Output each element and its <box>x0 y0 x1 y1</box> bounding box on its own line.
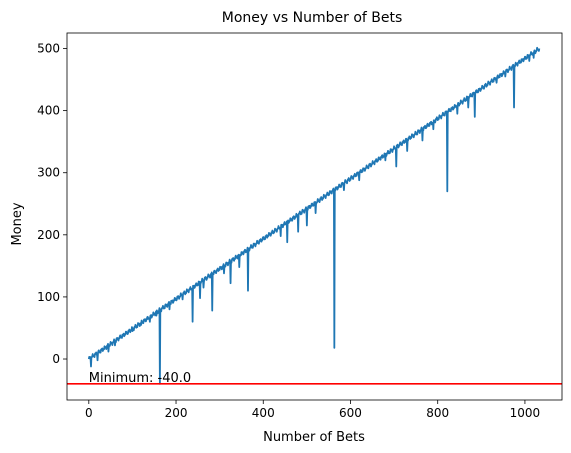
y-tick-label: 100 <box>37 290 60 304</box>
x-tick-label: 800 <box>426 406 449 420</box>
x-tick-label: 200 <box>165 406 188 420</box>
x-tick-label: 1000 <box>510 406 541 420</box>
axes-layer: 0 200 400 600 800 1000 0 100 200 300 400 500 <box>37 32 563 420</box>
y-axis-label: Money <box>10 202 25 245</box>
chart-title: Money vs Number of Bets <box>222 10 403 26</box>
x-axis-label: Number of Bets <box>263 430 365 445</box>
minimum-annotation: Minimum: -40.0 <box>89 371 191 386</box>
plot-clipped <box>67 46 562 385</box>
y-tick-label: 300 <box>37 166 60 180</box>
y-tick-label: 0 <box>52 352 60 366</box>
axes-frame <box>66 32 563 401</box>
y-tick-label: 500 <box>37 42 60 56</box>
x-tick-label: 0 <box>85 406 93 420</box>
y-tick-label: 400 <box>37 104 60 118</box>
plot-content: Minimum: -40.0 <box>67 46 562 386</box>
x-tick-label: 600 <box>339 406 362 420</box>
x-tick-label: 400 <box>252 406 275 420</box>
y-tick-label: 200 <box>37 228 60 242</box>
series-line-0 <box>87 46 541 385</box>
